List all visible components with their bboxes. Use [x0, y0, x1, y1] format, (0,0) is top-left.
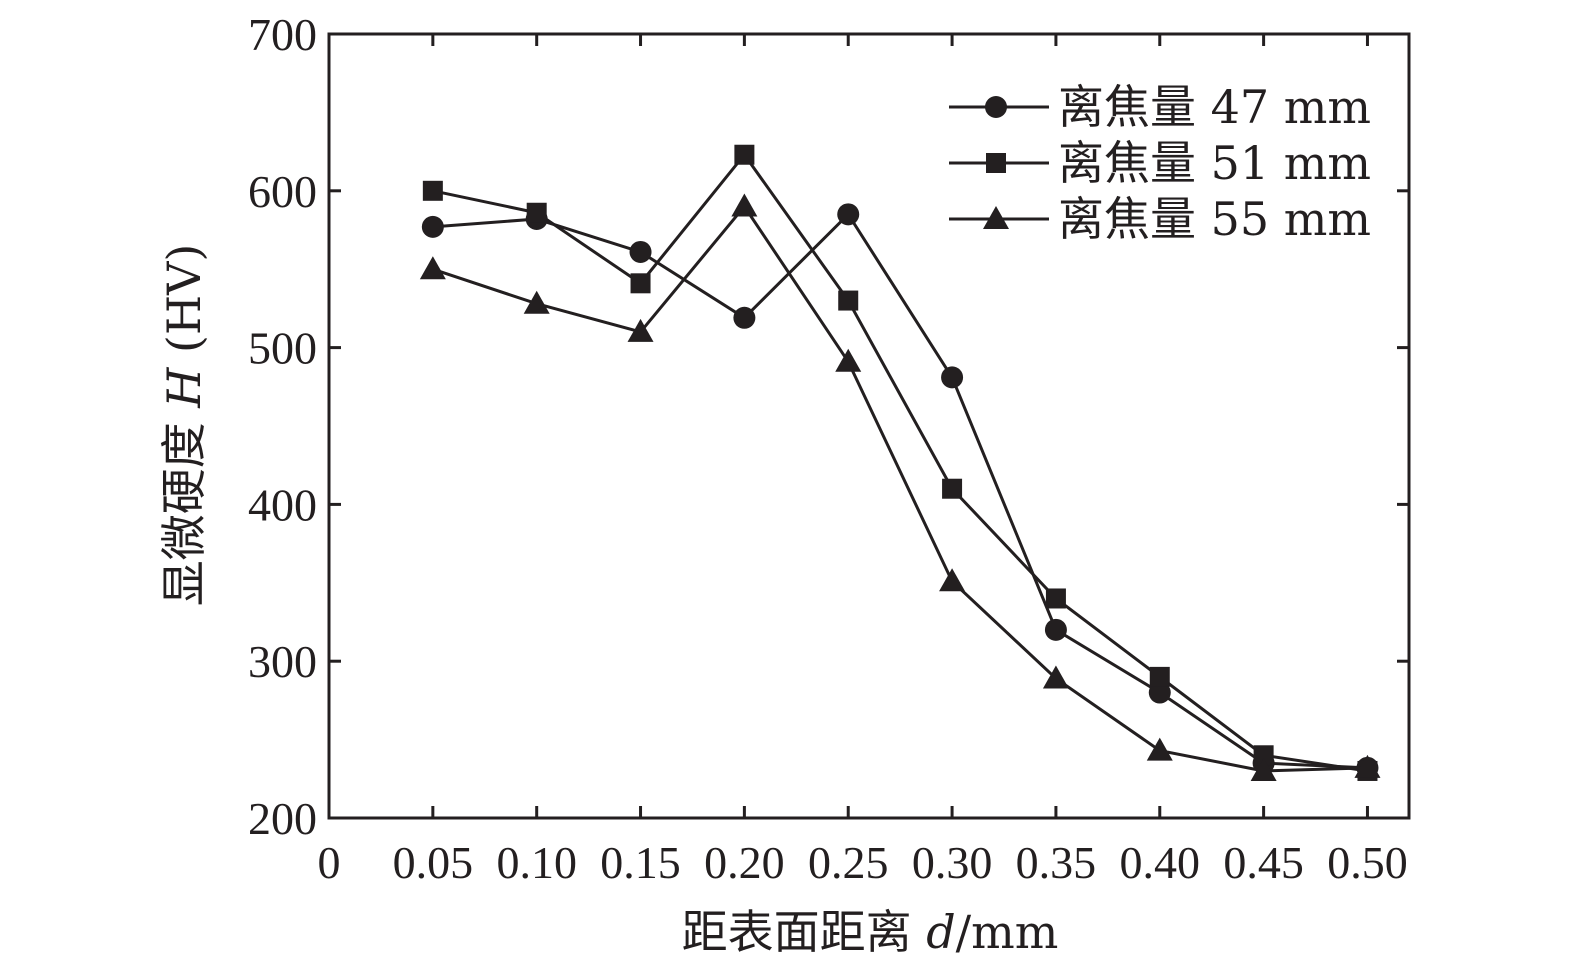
series-3-point: [835, 348, 862, 372]
series-1-point: [1044, 618, 1067, 641]
x-tick-label: 0.35: [1016, 837, 1097, 888]
series-1-point: [837, 203, 860, 226]
x-tick-label: 0.15: [600, 837, 681, 888]
series-1-line: [432, 211, 1368, 770]
series-1-point: [941, 366, 964, 389]
series-2-point: [1253, 745, 1274, 766]
series-2-point: [1149, 666, 1170, 687]
series-layer: [419, 144, 1381, 781]
y-tick-label: 500: [248, 323, 317, 374]
series-3-point: [419, 256, 446, 280]
series-1: [421, 203, 1379, 779]
x-tick-label: 0.40: [1120, 837, 1201, 888]
series-1-point: [629, 240, 652, 263]
series-1-point: [733, 306, 756, 329]
legend-item-2: 离焦量 51 mm: [949, 136, 1371, 190]
series-2-point: [422, 180, 443, 201]
series-3-point: [939, 568, 966, 592]
legend-label: 离焦量 51 mm: [1058, 136, 1371, 190]
legend-marker-circle: [985, 96, 1007, 118]
x-axis-label: 距表面距离 d/mm: [682, 905, 1059, 959]
x-origin-label: 0: [318, 837, 341, 888]
y-axis-label: 显微硬度 H (HV): [157, 244, 211, 607]
plot-area: [327, 32, 1411, 820]
series-3-point: [627, 318, 654, 342]
series-2: [422, 144, 1378, 781]
legend-label: 离焦量 55 mm: [1058, 192, 1371, 246]
series-3-point: [1146, 737, 1173, 761]
y-tick-label: 700: [248, 9, 317, 60]
series-1-point: [1148, 681, 1171, 704]
legend-label: 离焦量 47 mm: [1058, 80, 1371, 134]
plot-border: [327, 32, 1411, 820]
x-tick-label: 0.20: [704, 837, 785, 888]
series-3-point: [1042, 665, 1069, 689]
series-2-point: [734, 144, 755, 165]
series-3-point: [1354, 754, 1381, 778]
series-3-point: [523, 290, 550, 314]
series-2-point: [630, 273, 651, 294]
series-3-point: [731, 193, 758, 217]
series-3-point: [1250, 757, 1277, 781]
y-tick-label: 200: [248, 793, 317, 844]
legend-item-1: 离焦量 47 mm: [949, 80, 1371, 134]
series-2-point: [1045, 588, 1066, 609]
x-tick-label: 0.45: [1223, 837, 1304, 888]
x-tick-label: 0.30: [912, 837, 993, 888]
x-tick-label: 0.50: [1327, 837, 1408, 888]
x-tick-label: 0.05: [393, 837, 474, 888]
y-tick-label: 400: [248, 479, 317, 530]
x-tick-label: 0.25: [808, 837, 889, 888]
legend-marker-triangle: [983, 206, 1009, 229]
y-axis: 200 300 400 500 600 700: [248, 9, 1409, 844]
y-tick-label: 600: [248, 166, 317, 217]
legend-marker-square: [986, 153, 1006, 173]
series-1-point: [421, 215, 444, 238]
series-2-point: [526, 202, 547, 223]
series-2-point: [838, 290, 859, 311]
y-tick-label: 300: [248, 636, 317, 687]
series-3: [419, 193, 1381, 781]
x-axis: 0 0.05 0.10 0.15 0.20 0.25 0.30 0.35 0.40 0.45 0.5…: [318, 34, 1408, 888]
legend-item-3: 离焦量 55 mm: [949, 192, 1371, 246]
series-2-point: [942, 478, 963, 499]
series-3-line: [432, 203, 1368, 773]
x-tick-label: 0.10: [496, 837, 577, 888]
series-2-line: [432, 152, 1368, 773]
